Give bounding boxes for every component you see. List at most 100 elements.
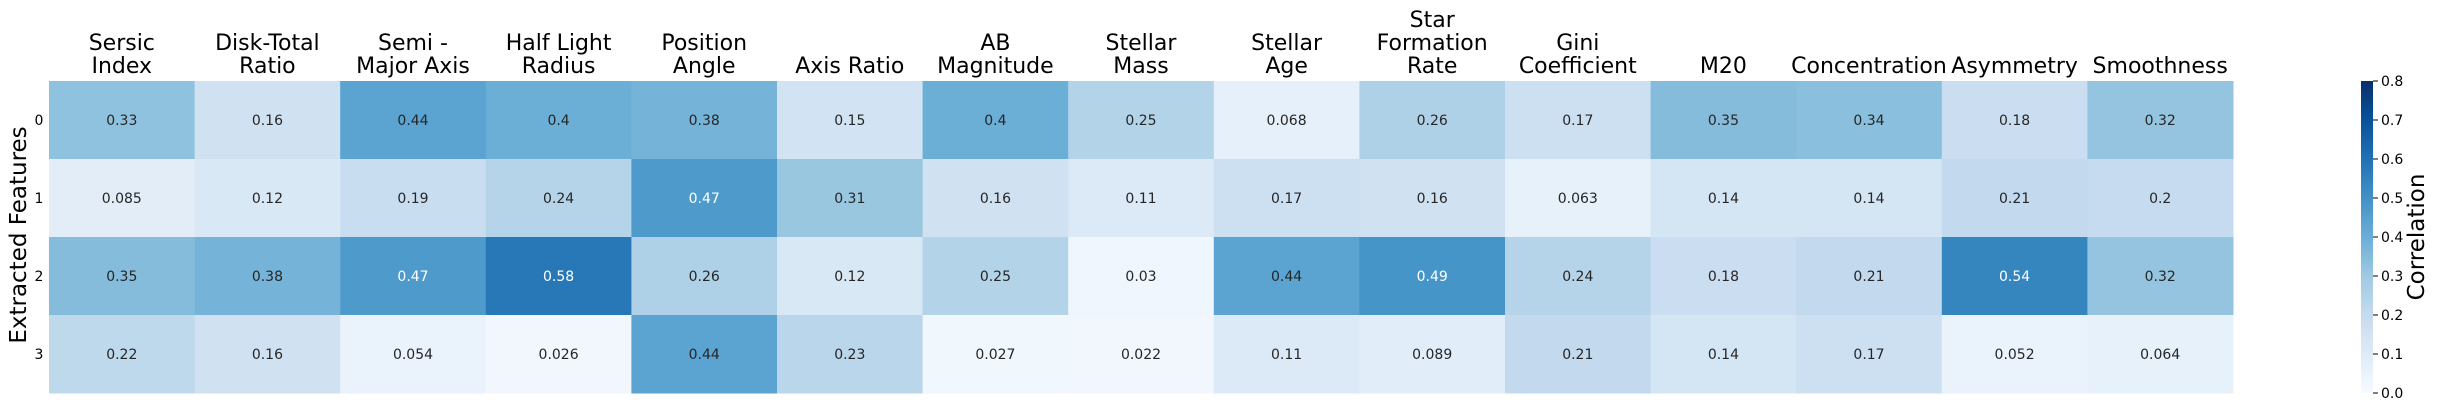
heatmap-cell — [485, 315, 632, 394]
heatmap-cell — [49, 81, 196, 160]
heatmap-cell — [340, 81, 487, 160]
cell-value-label: 0.24 — [1562, 269, 1593, 285]
cell-value-label: 0.18 — [1708, 269, 1739, 285]
heatmap-cell — [1941, 159, 2088, 238]
colorbar-tick-label: 0.7 — [2381, 113, 2403, 129]
heatmap-cell — [1796, 159, 1943, 238]
heatmap-cell — [631, 81, 778, 160]
heatmap-cell — [194, 237, 341, 316]
cell-value-label: 0.17 — [1853, 347, 1884, 363]
column-label: Smoothness — [2093, 54, 2228, 79]
cell-value-label: 0.35 — [1708, 113, 1739, 129]
heatmap-cell — [1796, 315, 1943, 394]
cell-value-label: 0.063 — [1558, 191, 1598, 207]
heatmap-cell — [340, 159, 487, 238]
column-label: Stellar Mass — [1106, 31, 1178, 79]
heatmap-cell — [1650, 237, 1797, 316]
heatmap-cell — [2087, 315, 2234, 394]
heatmap-cell — [1796, 81, 1943, 160]
cell-value-label: 0.38 — [689, 113, 720, 129]
cell-value-label: 0.47 — [397, 269, 428, 285]
heatmap-cell — [1359, 237, 1506, 316]
heatmap-cell — [49, 315, 196, 394]
colorbar-tick-label: 0.0 — [2381, 386, 2403, 402]
column-label: Disk-Total Ratio — [215, 31, 320, 79]
heatmap-cell — [1068, 159, 1215, 238]
cell-value-label: 0.4 — [984, 113, 1006, 129]
row-tick-label: 1 — [35, 191, 44, 207]
heatmap-cell — [1505, 237, 1652, 316]
column-label: Half Light Radius — [506, 31, 612, 79]
colorbar-tick-label: 0.3 — [2381, 269, 2403, 285]
cell-value-label: 0.022 — [1121, 347, 1161, 363]
cell-value-label: 0.14 — [1708, 191, 1739, 207]
heatmap-cell — [340, 315, 487, 394]
heatmap-cell — [631, 315, 778, 394]
column-label: Position Angle — [661, 31, 747, 79]
heatmap-cell — [194, 159, 341, 238]
colorbar: 0.0 0.1 0.2 0.3 0.4 0.5 0.6 0.7 0.8 — [2361, 74, 2403, 402]
cell-value-label: 0.027 — [975, 347, 1015, 363]
colorbar-label: Correlation — [2404, 174, 2430, 301]
cell-value-label: 0.11 — [1271, 347, 1302, 363]
heatmap-cell — [485, 159, 632, 238]
cell-value-label: 0.085 — [102, 191, 142, 207]
heatmap-cell — [485, 237, 632, 316]
colorbar-tick-label: 0.2 — [2381, 308, 2403, 324]
column-label: Star Formation Rate — [1377, 8, 1488, 79]
cell-value-label: 0.33 — [106, 113, 137, 129]
row-tick-label: 3 — [35, 347, 44, 363]
cell-value-label: 0.18 — [1999, 113, 2030, 129]
heatmap-cell — [631, 159, 778, 238]
heatmap-cells: 0.33 0.16 0.44 0.4 0.38 0.15 0.4 0.25 0.068 0.26 0… — [49, 81, 2234, 394]
heatmap-cell — [777, 315, 924, 394]
heatmap-cell — [1505, 315, 1652, 394]
cell-value-label: 0.44 — [689, 347, 720, 363]
heatmap-cell — [194, 81, 341, 160]
heatmap-cell — [922, 315, 1069, 394]
heatmap-cell — [1941, 315, 2088, 394]
heatmap-cell — [2087, 237, 2234, 316]
colorbar-gradient — [2361, 81, 2373, 393]
heatmap-cell — [1650, 315, 1797, 394]
column-label: Stellar Age — [1251, 31, 1323, 79]
cell-value-label: 0.064 — [2140, 347, 2180, 363]
heatmap-cell — [1941, 237, 2088, 316]
heatmap-cell — [922, 81, 1069, 160]
row-tick-label: 2 — [35, 269, 44, 285]
cell-value-label: 0.16 — [1417, 191, 1448, 207]
cell-value-label: 0.17 — [1271, 191, 1302, 207]
column-label: Gini Coefficient — [1519, 31, 1637, 79]
cell-value-label: 0.47 — [689, 191, 720, 207]
cell-value-label: 0.26 — [689, 269, 720, 285]
heatmap-cell — [1359, 159, 1506, 238]
heatmap-cell — [1068, 315, 1215, 394]
heatmap-cell — [1068, 237, 1215, 316]
heatmap-cell — [1650, 159, 1797, 238]
cell-value-label: 0.052 — [1995, 347, 2035, 363]
heatmap-cell — [1650, 81, 1797, 160]
cell-value-label: 0.44 — [1271, 269, 1302, 285]
heatmap-cell — [1505, 159, 1652, 238]
cell-value-label: 0.16 — [252, 113, 283, 129]
cell-value-label: 0.49 — [1417, 269, 1448, 285]
cell-value-label: 0.14 — [1853, 191, 1884, 207]
cell-value-label: 0.12 — [834, 269, 865, 285]
heatmap-cell — [2087, 159, 2234, 238]
cell-value-label: 0.15 — [834, 113, 865, 129]
heatmap-cell — [1213, 315, 1360, 394]
cell-value-label: 0.21 — [1562, 347, 1593, 363]
cell-value-label: 0.14 — [1708, 347, 1739, 363]
cell-value-label: 0.17 — [1562, 113, 1593, 129]
column-label: M20 — [1700, 54, 1747, 79]
cell-value-label: 0.19 — [397, 191, 428, 207]
heatmap-cell — [777, 237, 924, 316]
cell-value-label: 0.25 — [980, 269, 1011, 285]
column-label: Concentration — [1791, 54, 1947, 79]
cell-value-label: 0.54 — [1999, 269, 2030, 285]
heatmap-cell — [1359, 81, 1506, 160]
cell-value-label: 0.21 — [1853, 269, 1884, 285]
column-label: Asymmetry — [1951, 54, 2078, 79]
heatmap-cell — [49, 159, 196, 238]
cell-value-label: 0.068 — [1267, 113, 1307, 129]
